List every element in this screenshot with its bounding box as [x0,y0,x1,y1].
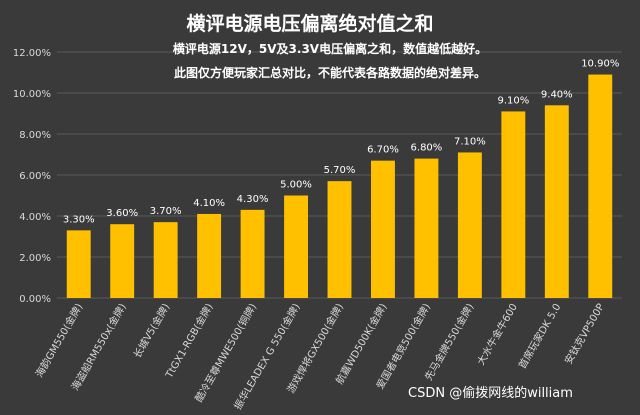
data-label-4: 4.30% [237,194,269,205]
y-tick-label-4: 8.00% [19,130,51,141]
chart-subtitle-line-2: 此图仅方便玩家汇总对比，不能代表各路数据的绝对差异。 [174,65,486,80]
y-tick-label-6: 12.00% [13,48,51,59]
bar-0 [66,230,91,298]
y-tick-label-1: 2.00% [19,253,51,264]
chart-subtitle-line-1: 横评电源12V，5V及3.3V电压偏离之和，数值越低越好。 [173,41,487,56]
y-axis-tick-layer: 0.00% 2.00% 4.00% 6.00% 8.00% 10.00% 12.00% [13,48,51,305]
data-label-1: 3.60% [106,208,138,219]
bar-6 [327,181,352,298]
bar-8 [414,158,439,298]
data-label-layer: 3.30% 3.60% 3.70% 4.10% 4.30% 5.00% 5.70% 6.70%… [63,59,619,226]
bar-3 [197,213,222,298]
bar-4 [240,209,265,298]
bar-12 [588,74,613,298]
data-label-11: 9.40% [541,89,573,100]
data-label-2: 3.70% [150,206,182,217]
data-label-6: 5.70% [324,165,356,176]
y-tick-label-5: 10.00% [13,89,51,100]
y-tick-label-2: 4.00% [19,212,51,223]
bar-7 [371,160,395,298]
data-label-9: 7.10% [454,136,486,147]
data-label-10: 9.10% [497,95,529,106]
bar-11 [544,105,569,298]
bar-10 [501,111,526,298]
bar-5 [284,195,308,298]
bar-layer [66,74,613,298]
data-label-0: 3.30% [63,214,95,225]
bar-2 [153,222,178,298]
y-tick-label-0: 0.00% [19,294,51,305]
data-label-3: 4.10% [193,198,225,209]
bar-9 [457,152,482,298]
data-label-7: 6.70% [367,145,399,156]
watermark: CSDN @偷拨网线的william [408,385,573,401]
y-tick-label-3: 6.00% [19,171,51,182]
bar-1 [110,224,135,298]
data-label-12: 10.90% [581,59,619,70]
data-label-5: 5.00% [280,180,312,191]
chart-title: 横评电源电压偏离绝对值之和 [186,12,433,35]
data-label-8: 6.80% [411,143,443,154]
